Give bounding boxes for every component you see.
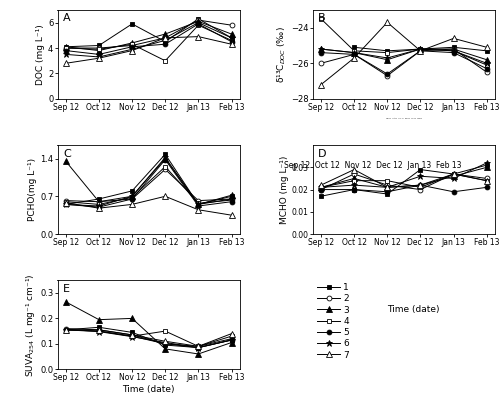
Y-axis label: SUVA$_{254}$ (L mg⁻¹ cm⁻¹): SUVA$_{254}$ (L mg⁻¹ cm⁻¹) xyxy=(24,273,38,377)
Text: D: D xyxy=(318,148,326,159)
Text: B: B xyxy=(318,13,326,23)
Text: Time (date): Time (date) xyxy=(386,305,439,314)
Text: E: E xyxy=(63,284,70,294)
Y-axis label: δ¹³C$_{DOC}$ (‰): δ¹³C$_{DOC}$ (‰) xyxy=(276,26,288,83)
Legend: 1, 2, 3, 4, 5, 6, 7: 1, 2, 3, 4, 5, 6, 7 xyxy=(317,283,349,360)
Text: Sep 12  Oct 12  Nov 12  Dec 12  Jan 13  Feb 13: Sep 12 Oct 12 Nov 12 Dec 12 Jan 13 Feb 1… xyxy=(284,161,461,170)
Text: C: C xyxy=(63,148,70,159)
Y-axis label: PCHO(mg L⁻¹): PCHO(mg L⁻¹) xyxy=(28,158,38,221)
Y-axis label: DOC (mg L⁻¹): DOC (mg L⁻¹) xyxy=(36,24,45,85)
X-axis label: Time (date): Time (date) xyxy=(122,385,175,394)
X-axis label: Sep 12   Oct 12   Nov 12   Dec 12   Jan 13   Feb 13: Sep 12 Oct 12 Nov 12 Dec 12 Jan 13 Feb 1… xyxy=(386,118,422,119)
Y-axis label: MCHO (mg L⁻¹): MCHO (mg L⁻¹) xyxy=(280,155,289,224)
Text: A: A xyxy=(63,13,70,23)
